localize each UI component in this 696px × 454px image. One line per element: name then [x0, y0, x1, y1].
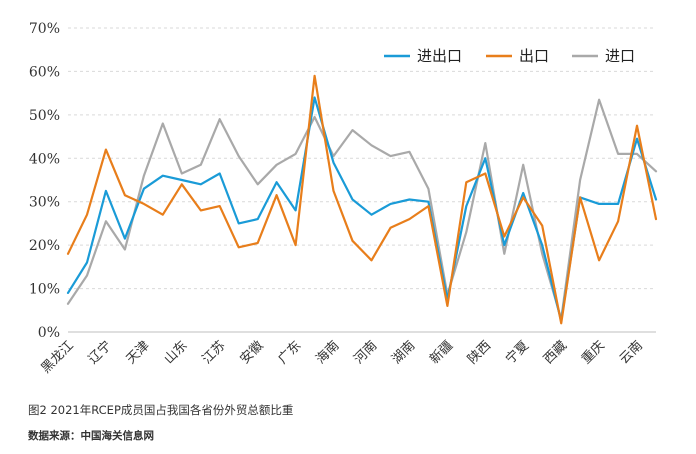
x-tick-label: 湖南: [389, 338, 419, 368]
x-tick-label: 新疆: [426, 338, 456, 368]
legend-label-1: 出口: [519, 47, 549, 65]
y-tick-label: 40%: [29, 151, 60, 167]
series-line-1: [66, 74, 658, 325]
y-tick-label: 10%: [29, 282, 60, 298]
y-tick-label: 70%: [29, 21, 60, 37]
y-tick-label: 0%: [38, 325, 60, 341]
chart: 0% 10% 20% 30% 40% 50% 60% 70% 黑龙江 辽宁 天津 山东 江苏 安徽 广东海…: [29, 21, 658, 377]
legend-label-0: 进出口: [417, 47, 462, 65]
x-tick-label: 安徽: [238, 338, 267, 367]
x-tick-label: 陕西: [465, 338, 494, 367]
x-tick-label: 海南: [313, 338, 343, 368]
x-tick-label: 西藏: [541, 338, 570, 367]
y-tick-label: 30%: [29, 195, 60, 211]
x-tick-label: 黑龙江: [39, 338, 77, 376]
x-tick-label: 云南: [616, 338, 646, 368]
gridlines: [68, 27, 656, 290]
series-lines: [66, 74, 658, 325]
x-tick-label: 山东: [162, 338, 191, 367]
y-tick-label: 20%: [29, 238, 60, 254]
x-tick-label: 宁夏: [502, 338, 532, 368]
data-source: 数据来源：中国海关信息网: [28, 430, 154, 442]
y-tick-label: 50%: [29, 108, 60, 124]
x-tick-label: 天津: [124, 338, 153, 367]
figure-caption: 图2 2021年RCEP成员国占我国各省份外贸总额比重: [28, 403, 294, 417]
y-tick-label: 60%: [29, 64, 60, 80]
x-tick-label: 重庆: [578, 338, 608, 368]
series-line-0: [66, 96, 658, 323]
x-axis-ticks: 黑龙江 辽宁 天津 山东 江苏 安徽 广东 海南 河南 湖南 新疆 陕西 宁夏 西藏 重庆 云南: [39, 338, 646, 377]
x-tick-label: 河南: [351, 338, 381, 368]
legend-label-2: 进口: [605, 47, 635, 65]
x-tick-label: 广东: [275, 338, 304, 367]
y-axis-ticks: 0% 10% 20% 30% 40% 50% 60% 70%: [29, 21, 60, 341]
x-tick-label: 辽宁: [85, 338, 115, 368]
legend: 进出口 出口 进口: [384, 47, 635, 65]
x-tick-label: 江苏: [199, 338, 229, 368]
